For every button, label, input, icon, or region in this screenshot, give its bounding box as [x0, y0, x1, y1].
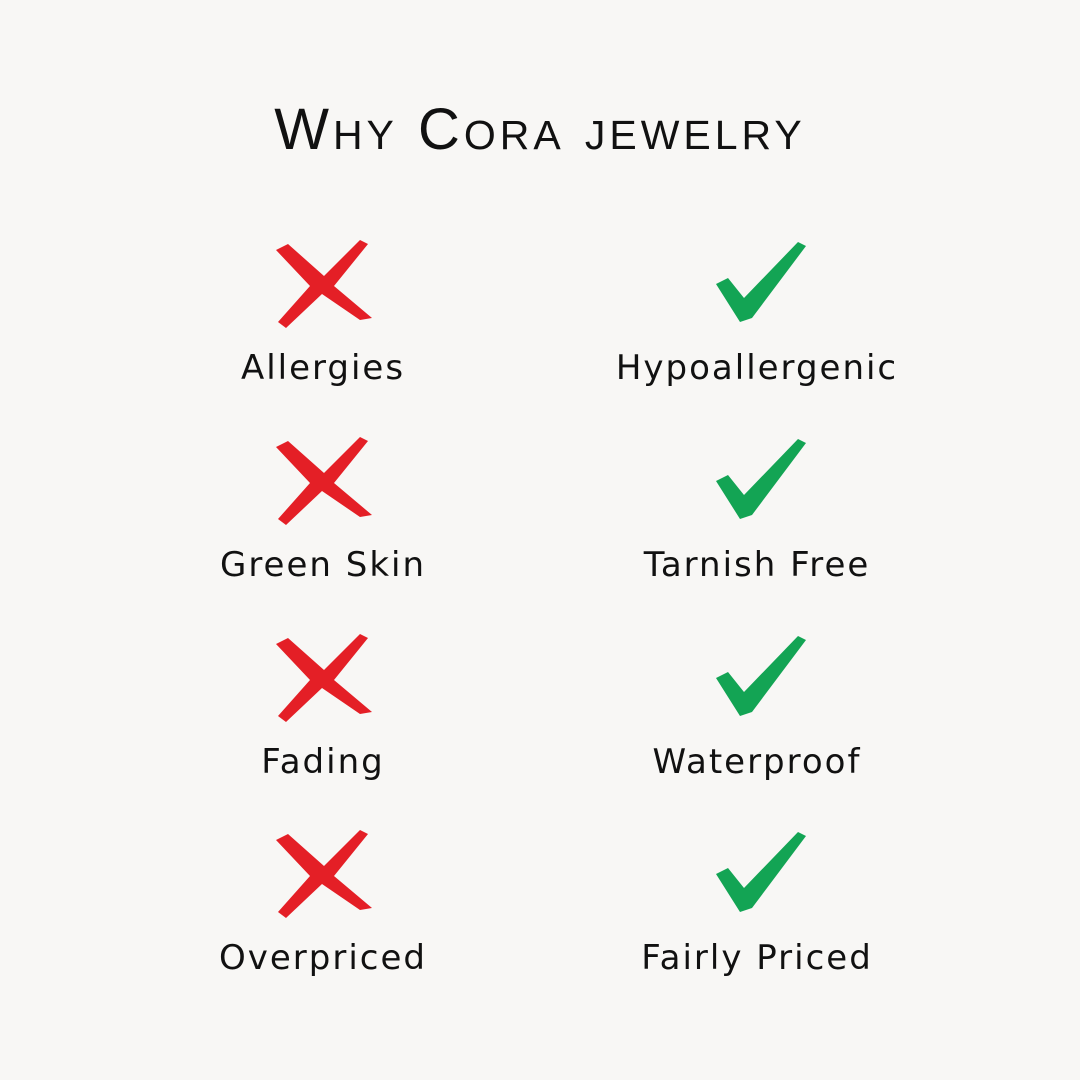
pro-item: Fairly Priced	[557, 828, 957, 978]
con-label: Fading	[261, 742, 385, 782]
con-item: Green Skin	[123, 435, 523, 585]
pro-label: Fairly Priced	[641, 938, 873, 978]
pro-label: Waterproof	[652, 742, 862, 782]
con-label: Green Skin	[219, 545, 427, 585]
pro-item: Hypoallergenic	[557, 238, 957, 388]
con-item: Overpriced	[123, 828, 523, 978]
pro-label: Tarnish Free	[643, 545, 871, 585]
check-icon	[557, 828, 957, 918]
con-item: Allergies	[123, 238, 523, 388]
cross-icon	[123, 435, 523, 525]
cross-icon	[123, 632, 523, 722]
check-icon	[557, 435, 957, 525]
pro-item: Tarnish Free	[557, 435, 957, 585]
check-icon	[557, 632, 957, 722]
con-label: Allergies	[240, 348, 406, 388]
cross-icon	[123, 828, 523, 918]
cross-icon	[123, 238, 523, 328]
con-item: Fading	[123, 632, 523, 782]
check-icon	[557, 238, 957, 328]
con-label: Overpriced	[219, 938, 427, 978]
pro-item: Waterproof	[557, 632, 957, 782]
pro-label: Hypoallergenic	[615, 348, 899, 388]
page-title: Why Cora jewelry	[274, 97, 806, 162]
